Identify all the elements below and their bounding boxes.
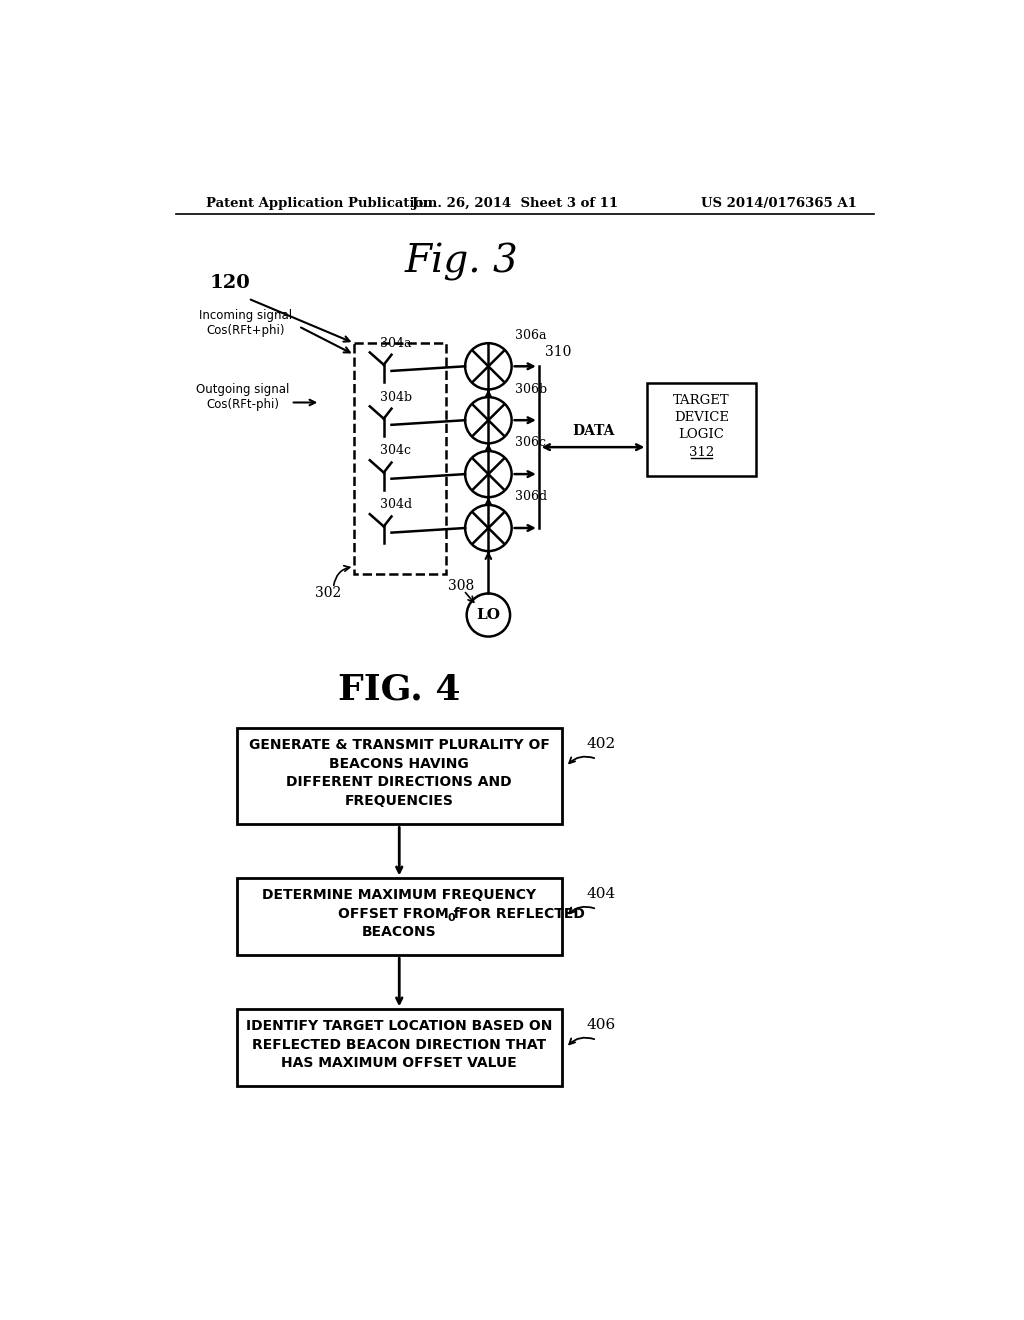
Text: DEVICE: DEVICE (674, 411, 729, 424)
Text: 304d: 304d (380, 499, 412, 511)
Text: OFFSET FROM f: OFFSET FROM f (339, 907, 460, 921)
Text: 120: 120 (209, 275, 250, 292)
Text: DIFFERENT DIRECTIONS AND: DIFFERENT DIRECTIONS AND (287, 775, 512, 789)
Text: 302: 302 (314, 586, 341, 601)
Text: BEACONS: BEACONS (361, 925, 436, 940)
Text: DATA: DATA (571, 424, 614, 438)
Text: 312: 312 (689, 446, 714, 459)
Text: 304a: 304a (380, 337, 412, 350)
Text: Patent Application Publication: Patent Application Publication (206, 197, 432, 210)
Bar (647, 383, 756, 475)
Text: 304c: 304c (380, 445, 411, 458)
Text: TARGET: TARGET (673, 393, 730, 407)
Text: LO: LO (476, 609, 501, 622)
Text: FIG. 4: FIG. 4 (338, 673, 461, 706)
Text: 308: 308 (449, 578, 474, 593)
Bar (237, 729, 562, 825)
Text: Fig. 3: Fig. 3 (404, 243, 518, 281)
Text: 404: 404 (586, 887, 615, 900)
Text: LOGIC: LOGIC (679, 428, 724, 441)
Text: REFLECTED BEACON DIRECTION THAT: REFLECTED BEACON DIRECTION THAT (252, 1038, 547, 1052)
Text: BEACONS HAVING: BEACONS HAVING (330, 756, 469, 771)
Text: 306b: 306b (515, 383, 548, 396)
Text: FREQUENCIES: FREQUENCIES (345, 793, 454, 808)
Text: FOR REFLECTED: FOR REFLECTED (454, 907, 585, 921)
Bar (237, 1010, 562, 1086)
Text: DETERMINE MAXIMUM FREQUENCY: DETERMINE MAXIMUM FREQUENCY (262, 888, 537, 903)
Text: 0: 0 (447, 912, 455, 923)
Text: 310: 310 (545, 346, 571, 359)
Text: Jun. 26, 2014  Sheet 3 of 11: Jun. 26, 2014 Sheet 3 of 11 (413, 197, 618, 210)
Text: HAS MAXIMUM OFFSET VALUE: HAS MAXIMUM OFFSET VALUE (282, 1056, 517, 1071)
Text: Incoming signal
Cos(RFt+phi): Incoming signal Cos(RFt+phi) (200, 309, 293, 337)
Text: US 2014/0176365 A1: US 2014/0176365 A1 (700, 197, 856, 210)
Text: 402: 402 (586, 737, 615, 751)
Text: IDENTIFY TARGET LOCATION BASED ON: IDENTIFY TARGET LOCATION BASED ON (246, 1019, 552, 1034)
Text: 306a: 306a (515, 329, 547, 342)
Text: 304b: 304b (380, 391, 412, 404)
Text: 406: 406 (586, 1018, 615, 1032)
Text: GENERATE & TRANSMIT PLURALITY OF: GENERATE & TRANSMIT PLURALITY OF (249, 738, 550, 752)
Bar (354, 343, 445, 574)
Bar (237, 878, 562, 956)
Text: 306c: 306c (515, 437, 547, 449)
Text: 306d: 306d (515, 490, 548, 503)
Text: Outgoing signal
Cos(RFt-phi): Outgoing signal Cos(RFt-phi) (196, 383, 290, 412)
